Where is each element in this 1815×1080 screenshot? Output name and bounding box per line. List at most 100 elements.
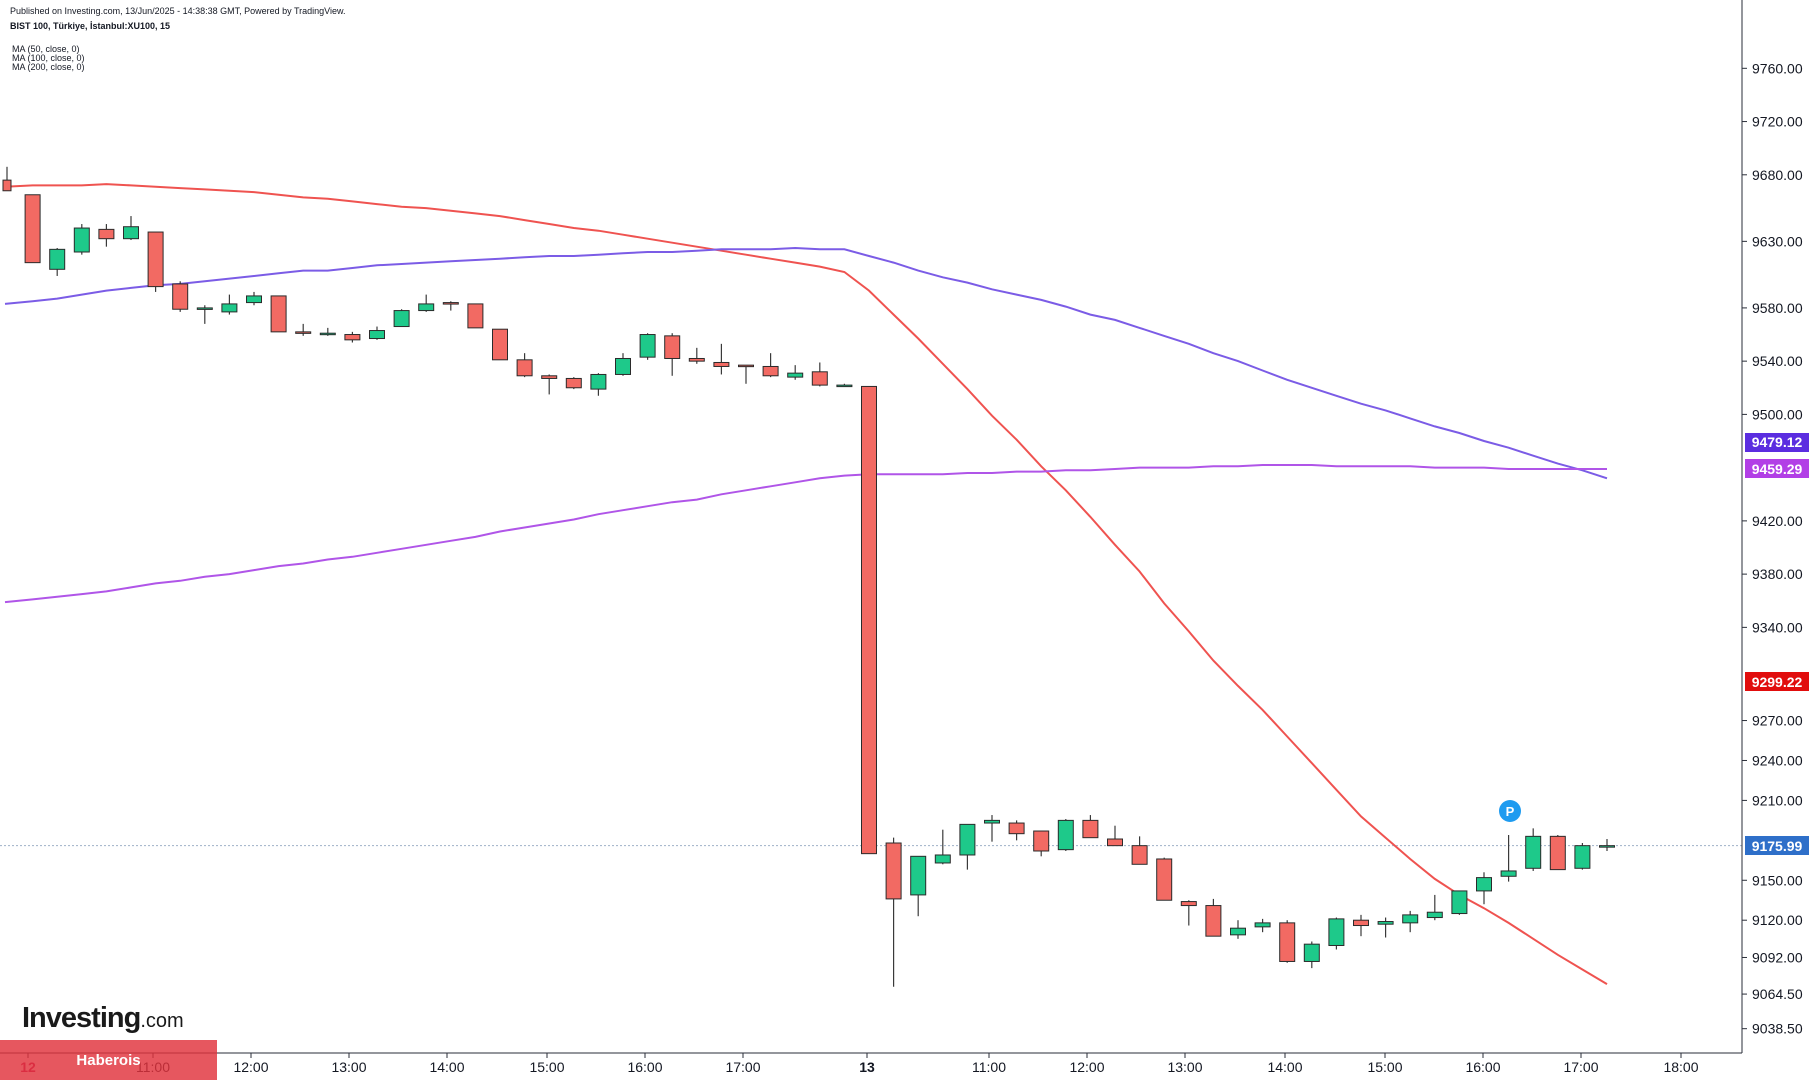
candle-body [885, 842, 902, 900]
candle [1451, 890, 1468, 915]
candle-body [24, 194, 41, 264]
price-badge: 9299.22 [1745, 672, 1809, 692]
x-tick-label: 15:00 [1367, 1059, 1402, 1075]
candle-body [1279, 922, 1296, 962]
candle [836, 383, 853, 388]
x-tick-label: 11:00 [972, 1059, 1006, 1075]
y-tick-label: 9064.50 [1752, 986, 1803, 1002]
y-tick-label: 9680.00 [1752, 167, 1803, 183]
x-tick-label: 14:00 [1267, 1059, 1302, 1075]
candle [787, 365, 804, 380]
candle-body [910, 855, 927, 896]
candle [344, 331, 361, 343]
y-tick-label: 9380.00 [1752, 566, 1803, 582]
candle-body [196, 307, 213, 310]
x-tick-label: 16:00 [1465, 1059, 1500, 1075]
x-tick-label: 15:00 [529, 1059, 564, 1075]
y-tick-label: 9540.00 [1752, 353, 1803, 369]
candle-body [688, 357, 705, 362]
price-badge: 9479.12 [1745, 432, 1809, 452]
candle [1549, 835, 1566, 871]
x-tick-label: 16:00 [627, 1059, 662, 1075]
candle [1476, 872, 1492, 905]
y-tick-label: 9092.00 [1752, 949, 1803, 965]
candle-body [369, 330, 385, 340]
candle [1500, 835, 1517, 882]
candle [393, 309, 410, 328]
x-tick-label: 18:00 [1663, 1059, 1698, 1075]
candle [98, 224, 115, 247]
logo-suffix: .com [140, 1010, 184, 1032]
candle [246, 291, 262, 306]
pivot-marker-icon[interactable]: P [1499, 800, 1521, 822]
candle-body [1008, 822, 1025, 835]
candle [369, 326, 385, 340]
candle-body [221, 303, 238, 313]
ma200-legend: MA (200, close, 0) [12, 62, 85, 72]
candle-body [959, 823, 976, 856]
candle [1599, 839, 1615, 851]
candle-body [492, 328, 508, 361]
y-tick-label: 9630.00 [1752, 233, 1803, 249]
candle-body [762, 365, 779, 377]
candle [713, 343, 730, 375]
candle [1033, 830, 1050, 857]
candle-body [1205, 905, 1222, 937]
candle-body [1303, 943, 1320, 962]
candle-body [615, 357, 631, 375]
candle-body [1476, 877, 1492, 892]
candle [123, 216, 139, 241]
candle [1131, 836, 1148, 865]
candle [1156, 857, 1173, 901]
candle [467, 303, 484, 329]
candle-body [984, 819, 1000, 824]
candle-body [344, 334, 361, 341]
candle-body [172, 283, 189, 310]
y-tick-label: 9720.00 [1752, 114, 1803, 130]
moving-average-lines [4, 183, 1608, 985]
y-tick-label: 9270.00 [1752, 713, 1803, 729]
candle-body [1230, 927, 1246, 936]
candle-body [418, 303, 435, 312]
y-tick-label: 9340.00 [1752, 619, 1803, 635]
candle [1205, 898, 1222, 937]
candle-body [738, 364, 754, 368]
candle [541, 374, 558, 395]
candle-body [1057, 819, 1074, 851]
candle [1180, 900, 1197, 926]
ma-line-200 [4, 464, 1607, 604]
candle [762, 353, 779, 378]
watermark-banner: Haberois [0, 1040, 217, 1080]
candle-body [442, 302, 459, 305]
candle-body [1402, 914, 1419, 924]
x-tick-label: 17:00 [725, 1059, 760, 1075]
candle-body [49, 248, 66, 270]
candle-body [319, 332, 336, 336]
candle [615, 353, 631, 376]
candle [1328, 917, 1345, 950]
candle-body [1328, 918, 1345, 946]
candle [565, 377, 582, 390]
candle-body [713, 361, 730, 367]
candle [2, 166, 12, 192]
x-tick-label: 17:00 [1563, 1059, 1598, 1075]
candle [172, 281, 189, 312]
investing-logo: Investing.com [22, 1002, 184, 1035]
candle-body [1426, 911, 1443, 919]
symbol-title: BIST 100, Türkiye, İstanbul:XU100, 15 [10, 21, 171, 31]
y-tick-label: 9210.00 [1752, 792, 1803, 808]
candle [1377, 917, 1394, 938]
y-tick-label: 9120.00 [1752, 912, 1803, 928]
candle [49, 248, 66, 276]
candle [738, 364, 754, 384]
y-tick-label: 9580.00 [1752, 300, 1803, 316]
candle-body [1033, 830, 1050, 852]
candle [1303, 941, 1320, 969]
candle [418, 294, 435, 312]
candle [1057, 819, 1074, 851]
candle-body [1254, 922, 1271, 928]
candle [442, 301, 459, 311]
candle [221, 294, 238, 315]
